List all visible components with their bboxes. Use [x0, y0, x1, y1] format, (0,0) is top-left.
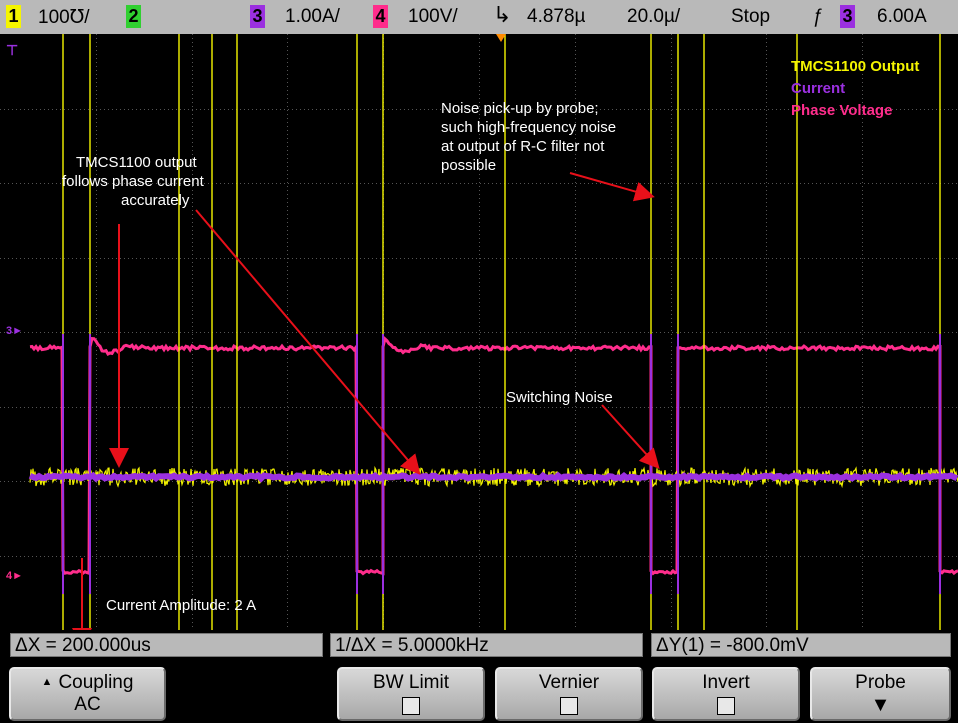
- annotation-follow-line-1: TMCS1100 output: [76, 153, 197, 172]
- channel-4-badge[interactable]: 4: [373, 5, 388, 28]
- run-state[interactable]: Stop: [731, 6, 770, 28]
- trigger-level-marker: ⊤: [6, 42, 20, 58]
- bw-limit-checkbox[interactable]: [402, 697, 420, 715]
- coupling-value: AC: [11, 695, 164, 715]
- vernier-softkey[interactable]: Vernier: [495, 667, 643, 721]
- annotation-noise-line-4: possible: [441, 156, 496, 175]
- probe-softkey[interactable]: Probe ▼: [810, 667, 951, 721]
- annotation-follow-line-3: accurately: [121, 191, 189, 210]
- bw-limit-label: BW Limit: [339, 673, 483, 693]
- channel-3-scale[interactable]: 1.00A/: [285, 6, 340, 28]
- legend-ch3: Current: [791, 79, 845, 99]
- annotation-arrow-switching: [602, 405, 657, 466]
- status-bar: 1 100℧/ 2 3 1.00A/ 4 100V/ ↳ 4.878µ 20.0…: [0, 0, 958, 34]
- arrow-down-icon: ▼: [812, 695, 949, 715]
- channel-1-badge[interactable]: 1: [6, 5, 21, 28]
- annotation-noise-line-1: Noise pick-up by probe;: [441, 99, 599, 118]
- channel-2-badge[interactable]: 2: [126, 5, 141, 28]
- coupling-softkey[interactable]: ▲ Coupling AC: [9, 667, 166, 721]
- coupling-label: Coupling: [58, 672, 133, 693]
- annotation-current-amplitude: Current Amplitude: 2 A: [106, 596, 256, 615]
- invert-softkey[interactable]: Invert: [652, 667, 800, 721]
- legend-ch4: Phase Voltage: [791, 101, 892, 121]
- measurement-bar: ΔX = 200.000us 1/ΔX = 5.0000kHz ΔY(1) = …: [0, 632, 958, 660]
- annotation-noise-line-2: such high-frequency noise: [441, 118, 616, 137]
- current-trace: [30, 476, 957, 479]
- vernier-checkbox[interactable]: [560, 697, 578, 715]
- probe-label: Probe: [812, 673, 949, 693]
- channel-4-ground-marker: 4►: [6, 570, 26, 586]
- measurement-inverse-delta-x: 1/ΔX = 5.0000kHz: [330, 633, 643, 657]
- annotation-switching-noise: Switching Noise: [506, 388, 613, 407]
- invert-checkbox[interactable]: [717, 697, 735, 715]
- channel-3-badge[interactable]: 3: [250, 5, 265, 28]
- annotation-follow-line-2: follows phase current: [62, 172, 204, 191]
- trigger-edge-icon: ƒ: [812, 6, 823, 28]
- channel-1-scale[interactable]: 100℧/: [38, 6, 90, 29]
- time-scale[interactable]: 20.0µ/: [627, 6, 680, 28]
- triangle-up-icon: ▲: [42, 676, 53, 688]
- legend-ch1: TMCS1100 Output: [791, 57, 919, 77]
- vernier-label: Vernier: [497, 673, 641, 693]
- trigger-level[interactable]: 6.00A: [877, 6, 927, 28]
- measurement-delta-y: ΔY(1) = -800.0mV: [651, 633, 951, 657]
- measurement-delta-x: ΔX = 200.000us: [10, 633, 323, 657]
- time-delay[interactable]: 4.878µ: [527, 6, 586, 28]
- phase-voltage-trace: [30, 339, 958, 574]
- channel-4-scale[interactable]: 100V/: [408, 6, 458, 28]
- annotation-arrow-noise: [570, 173, 651, 196]
- trigger-channel-badge[interactable]: 3: [840, 5, 855, 28]
- bw-limit-softkey[interactable]: BW Limit: [337, 667, 485, 721]
- invert-label: Invert: [654, 673, 798, 693]
- annotation-noise-line-3: at output of R-C filter not: [441, 137, 604, 156]
- trigger-delay-icon: ↳: [493, 2, 511, 28]
- softkey-bar: ▲ Coupling AC BW Limit Vernier Invert Pro…: [0, 661, 958, 723]
- channel-3-ground-marker: 3►: [6, 325, 26, 341]
